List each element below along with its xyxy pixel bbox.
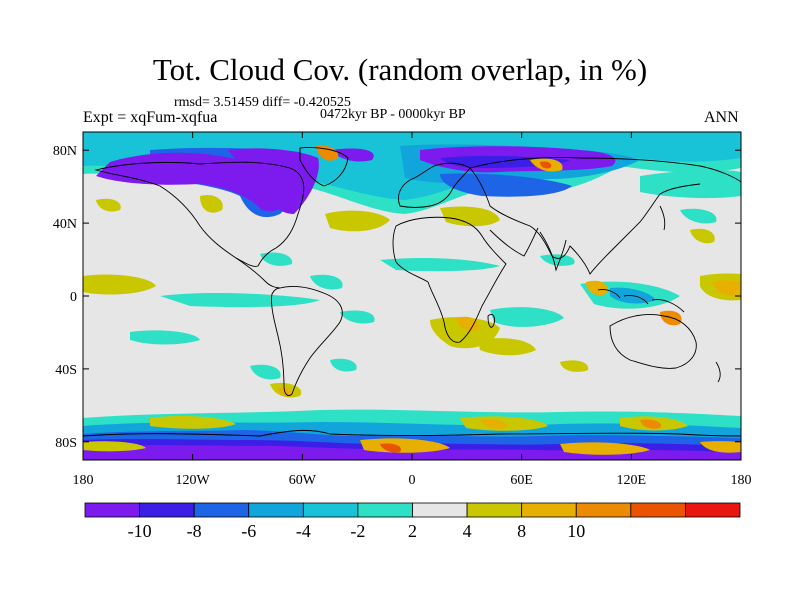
colorbar: -10 -8 -6 -4 -2 2 4 8 10 bbox=[84, 502, 741, 541]
anomaly-patch bbox=[560, 442, 650, 455]
colorbar-swatch bbox=[575, 502, 632, 518]
lon-tick-label: 180 bbox=[73, 473, 94, 488]
colorbar-swatch bbox=[84, 502, 140, 518]
anomaly-patch bbox=[440, 173, 572, 197]
lat-tick-label: 40N bbox=[53, 217, 77, 232]
coastline-greenland bbox=[299, 147, 349, 187]
stats-line: rmsd= 3.51459 diff= -0.420525 bbox=[174, 95, 351, 110]
lon-tick-label: 120E bbox=[617, 473, 647, 488]
anomaly-patch bbox=[160, 293, 320, 308]
coastline-south-america bbox=[271, 285, 343, 397]
period-line: 0472kyr BP - 0000kyr BP bbox=[320, 107, 466, 122]
anomaly-patch bbox=[330, 358, 357, 372]
anomaly-patch bbox=[440, 206, 500, 227]
season-label: ANN bbox=[704, 109, 739, 126]
colorbar-swatch bbox=[139, 502, 195, 518]
colorbar-swatch bbox=[412, 502, 468, 518]
coastline-arabia-india bbox=[489, 227, 567, 272]
anomaly-patch bbox=[83, 441, 146, 452]
anomaly-patch bbox=[680, 208, 717, 224]
colorbar-swatch bbox=[302, 502, 359, 518]
colorbar-label: 2 bbox=[408, 521, 417, 541]
anomaly-patch bbox=[456, 316, 479, 332]
anomaly-patch bbox=[130, 330, 200, 345]
colorbar-swatch bbox=[357, 502, 413, 518]
coastlines bbox=[83, 147, 741, 437]
colorbar-label: 4 bbox=[463, 521, 472, 541]
coastline-africa bbox=[392, 216, 507, 343]
coastline-antarctica bbox=[83, 429, 741, 437]
anomaly-patch bbox=[150, 416, 236, 429]
lat-axis: 80N 40N 0 40S 80S bbox=[53, 144, 741, 451]
anomaly-patch bbox=[712, 280, 741, 297]
anomaly-patch bbox=[640, 419, 661, 429]
lon-tick-label: 60E bbox=[510, 473, 533, 488]
anomaly-patch bbox=[200, 194, 223, 213]
colorbar-label: 10 bbox=[567, 521, 585, 541]
colorbar-swatch bbox=[193, 502, 250, 518]
anomaly-patch bbox=[690, 228, 715, 244]
anomaly-patch bbox=[480, 419, 507, 429]
coastline-central-america bbox=[235, 257, 281, 289]
colorbar-label: -2 bbox=[350, 521, 365, 541]
anomaly-patch bbox=[360, 438, 450, 453]
colorbar-label: -6 bbox=[241, 521, 256, 541]
lon-tick-label: 120W bbox=[176, 473, 211, 488]
anomaly-patch bbox=[83, 274, 156, 295]
lat-tick-label: 40S bbox=[55, 363, 77, 378]
anomaly-patch bbox=[325, 210, 390, 232]
lat-tick-label: 80N bbox=[53, 144, 77, 159]
colorbar-label: 8 bbox=[517, 521, 526, 541]
anomaly-patch bbox=[260, 252, 293, 266]
anomaly-patch bbox=[380, 258, 500, 272]
anomaly-patch bbox=[560, 360, 589, 372]
coastline-australia bbox=[609, 314, 697, 369]
anomaly-patch bbox=[316, 145, 339, 161]
lon-tick-label: 60W bbox=[289, 473, 317, 488]
anomaly-patch bbox=[96, 152, 283, 212]
coastline-new-zealand bbox=[715, 361, 721, 383]
map-field bbox=[83, 132, 741, 460]
colorbar-label: -4 bbox=[296, 521, 311, 541]
anomaly-patch bbox=[310, 274, 343, 290]
experiment-label: Expt = xqFum-xqfua bbox=[83, 109, 218, 126]
lon-axis: 180 120W 60W 0 60E 120E 180 bbox=[73, 132, 752, 488]
anomaly-patch bbox=[700, 441, 741, 453]
lon-tick-label: 180 bbox=[731, 473, 752, 488]
anomaly-patch bbox=[660, 310, 682, 326]
anomaly-patch bbox=[490, 307, 564, 327]
coastline-maritime bbox=[597, 289, 685, 313]
anomaly-patch bbox=[340, 310, 375, 324]
anomaly-patch bbox=[228, 148, 319, 214]
lat-tick-label: 0 bbox=[70, 290, 77, 305]
colorbar-swatch bbox=[521, 502, 577, 518]
anomaly-patch bbox=[586, 280, 608, 296]
colorbar-label: -10 bbox=[128, 521, 152, 541]
colorbar-swatch bbox=[685, 502, 741, 518]
coastline-madagascar bbox=[487, 313, 495, 328]
coastline-japan bbox=[659, 205, 666, 231]
anomaly-patch bbox=[330, 148, 374, 162]
anomaly-patch bbox=[540, 161, 552, 169]
anomaly-patch bbox=[250, 364, 281, 380]
anomaly-patch bbox=[96, 198, 121, 212]
anomaly-patch bbox=[540, 254, 575, 266]
colorbar-swatch bbox=[466, 502, 523, 518]
anomaly-patch bbox=[478, 338, 536, 356]
colorbar-swatch bbox=[248, 502, 304, 518]
colorbar-label: -8 bbox=[187, 521, 202, 541]
map-title: Tot. Cloud Cov. (random overlap, in %) bbox=[152, 52, 648, 87]
colorbar-swatch bbox=[630, 502, 686, 518]
coastline-asia bbox=[469, 157, 741, 275]
anomaly-patch bbox=[380, 443, 401, 453]
coastline-north-america bbox=[94, 161, 305, 267]
lat-tick-label: 80S bbox=[55, 436, 77, 451]
lon-tick-label: 0 bbox=[409, 473, 416, 488]
